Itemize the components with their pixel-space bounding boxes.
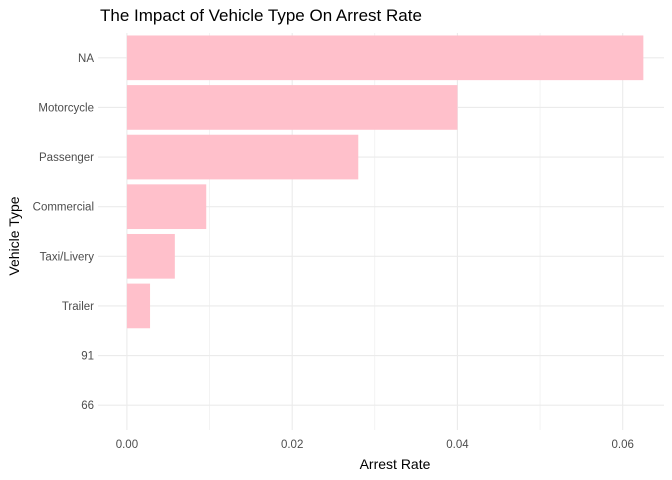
- bar: [126, 283, 151, 329]
- bar: [126, 134, 359, 180]
- bar: [126, 184, 207, 230]
- y-tick-label: Taxi/Livery: [40, 251, 95, 263]
- y-tick-label: Trailer: [62, 301, 94, 313]
- y-tick-label: 66: [81, 400, 94, 412]
- y-axis-label: Vehicle Type: [6, 196, 22, 276]
- bar: [126, 233, 175, 279]
- x-tick-label: 0.00: [116, 439, 138, 451]
- chart-title: The Impact of Vehicle Type On Arrest Rat…: [100, 6, 422, 25]
- x-tick-label: 0.02: [281, 439, 303, 451]
- y-tick-labels: NA Motorcycle Passenger Commercial Taxi/Live…: [33, 53, 95, 412]
- y-tick-label: Motorcycle: [38, 102, 94, 114]
- bar: [126, 35, 644, 81]
- bar: [126, 85, 458, 130]
- x-tick-label: 0.06: [611, 439, 633, 451]
- y-tick-label: NA: [78, 53, 94, 65]
- x-tick-labels: 0.00 0.02 0.04 0.06: [116, 439, 634, 451]
- x-tick-label: 0.04: [446, 439, 469, 451]
- y-tick-label: 91: [81, 351, 94, 363]
- y-tick-label: Commercial: [33, 202, 94, 214]
- bar-layer: [126, 35, 644, 329]
- y-tick-label: Passenger: [39, 152, 94, 164]
- x-axis-label: Arrest Rate: [359, 456, 431, 472]
